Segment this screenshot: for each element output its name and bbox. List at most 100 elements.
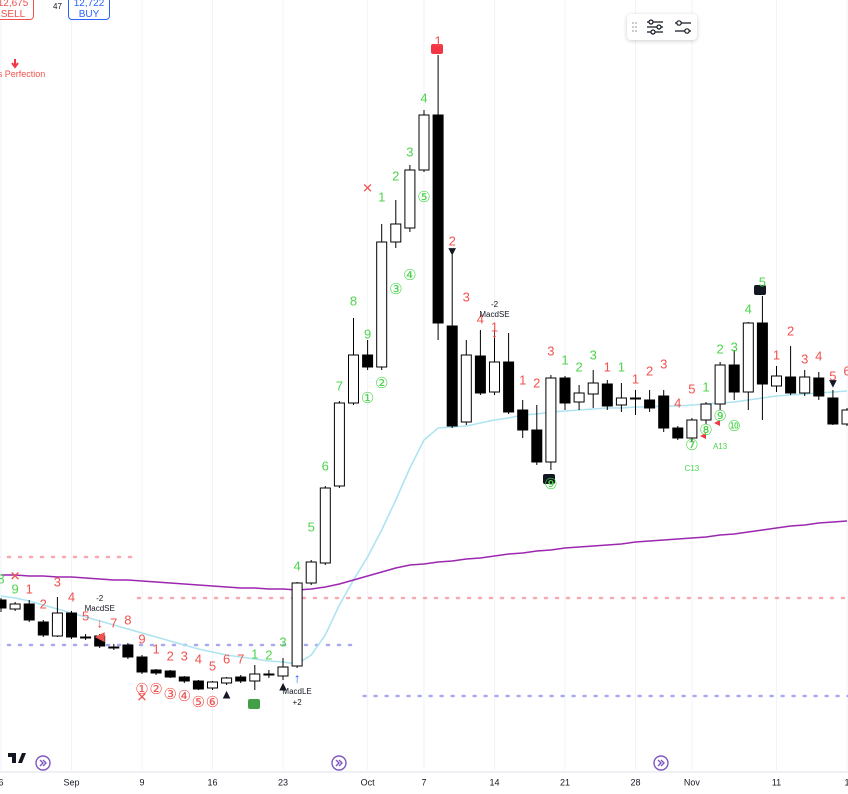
indicator-label: 's Perfection — [0, 69, 46, 79]
badge — [431, 44, 443, 54]
candle-body — [742, 322, 754, 393]
annotation: 3 — [54, 574, 61, 589]
annotation: 5 — [308, 519, 315, 534]
annotation: 4 — [477, 311, 484, 326]
candle-body — [813, 377, 825, 397]
annotation: ↓ — [96, 615, 103, 630]
annotation: ⑤ — [192, 694, 205, 711]
annotation: 7 — [110, 615, 117, 630]
candle-body — [827, 397, 839, 425]
candle-body — [432, 114, 444, 324]
annotation: 2 — [716, 341, 723, 356]
candle-body — [94, 635, 106, 647]
x-tick-label: 16 — [207, 777, 217, 787]
annotation: 2 — [533, 375, 540, 390]
candle-body — [235, 676, 247, 682]
annotation: ⑨ — [713, 408, 726, 425]
annotation: ✕ — [137, 689, 148, 704]
annotation: 1 — [618, 359, 625, 374]
candle-body — [376, 241, 388, 368]
candle-body — [531, 429, 543, 463]
x-tick-label: 11 — [772, 777, 781, 787]
annotation: 2 — [392, 168, 399, 183]
logo — [8, 753, 26, 763]
x-tick-label: 7 — [421, 777, 426, 787]
annotation: ① — [361, 390, 374, 407]
annotation: 5 — [209, 658, 216, 673]
buy-label: BUY — [78, 9, 100, 20]
candle-body — [348, 354, 359, 404]
annotation: 1 — [251, 646, 258, 661]
toolbar[interactable] — [627, 14, 697, 40]
badge — [543, 474, 555, 484]
candle-body — [700, 403, 712, 421]
annotation: 4 — [674, 395, 681, 410]
annotation: 6 — [322, 458, 329, 473]
annotation: 3 — [463, 289, 470, 304]
candle-body — [559, 377, 571, 404]
annotation: 5 — [688, 381, 695, 396]
candle-body — [446, 325, 458, 427]
annotation: 1 — [604, 359, 611, 374]
candle-body — [728, 364, 740, 393]
annotation: ✕ — [362, 180, 373, 195]
annotation: 3 — [801, 351, 808, 366]
annotation: ② — [149, 681, 162, 698]
annotation: 3 — [279, 634, 286, 649]
candle-body — [221, 677, 233, 684]
annotation: C13 — [685, 464, 700, 473]
annotation: 9 — [138, 631, 145, 646]
annotation: 3 — [660, 356, 667, 371]
annotation: 1 — [773, 347, 780, 362]
candle-body — [489, 361, 500, 393]
candle-body — [460, 354, 472, 423]
annotation: 4 — [68, 589, 75, 604]
candle-body — [37, 621, 49, 636]
candle-body — [630, 397, 641, 400]
annotation: ③ — [389, 281, 402, 298]
annotation: ▲ — [220, 686, 233, 701]
candle-body — [771, 375, 782, 387]
candle-body — [291, 582, 303, 667]
candle-body — [178, 676, 190, 682]
annotation: ② — [375, 375, 388, 392]
annotation: ⑤ — [417, 189, 430, 206]
annotation: MacdSE — [85, 604, 115, 613]
annotation: 5 — [829, 368, 836, 383]
candle-body — [503, 361, 515, 413]
annotation: ④ — [403, 267, 416, 284]
annotation: -2 — [491, 300, 499, 309]
annotation: -2 — [96, 594, 104, 603]
levels — [0, 555, 848, 698]
annotation: 2 — [40, 596, 47, 611]
annotation: ① — [135, 681, 148, 698]
annotation: 4 — [293, 558, 300, 573]
annotation: 1 — [519, 372, 526, 387]
annotation: 1 — [632, 371, 639, 386]
annotation: 3 — [547, 343, 554, 358]
x-tick-label: 6 — [0, 777, 4, 787]
annotation: +2 — [293, 698, 303, 707]
annotation: 1 — [434, 33, 441, 48]
annotation: ③ — [163, 686, 176, 703]
candle-body — [545, 377, 557, 463]
x-tick-label: 21 — [560, 777, 570, 787]
candle-body — [404, 169, 416, 229]
annotation: 8 — [350, 293, 357, 308]
buy-button[interactable]: 12,722 BUY — [68, 0, 110, 20]
annotation: 4 — [420, 90, 427, 105]
annotation: 3 — [406, 144, 413, 159]
candle-body — [644, 399, 656, 409]
candle-body — [756, 322, 768, 385]
line — [1, 520, 848, 591]
annotation: MacdSE — [479, 310, 509, 319]
nav-icons[interactable] — [35, 755, 669, 771]
candle-body — [136, 656, 148, 673]
candle-body — [418, 114, 430, 171]
x-tick-label: Nov — [684, 777, 701, 787]
annotation: ↑ — [294, 670, 301, 685]
candle-body — [319, 487, 331, 564]
annotation: ▲ — [277, 678, 290, 693]
sell-button[interactable]: 12,675 SELL — [0, 0, 34, 20]
